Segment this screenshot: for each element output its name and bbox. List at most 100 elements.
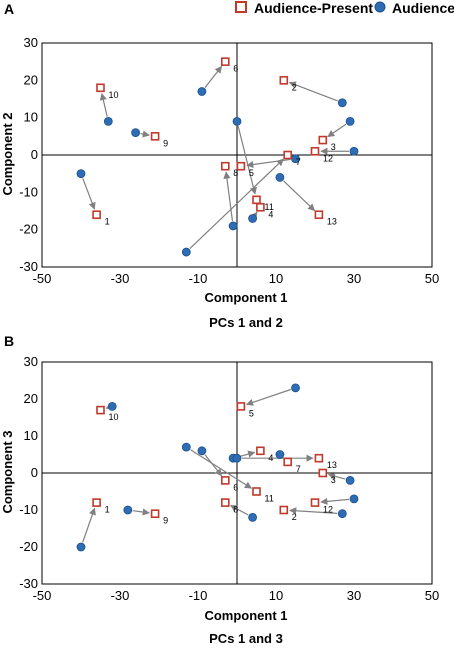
panel-a-present-point-2 (279, 76, 289, 85)
panel-b-present-point-13 (314, 453, 324, 463)
panel-b-point-label-7: 7 (296, 464, 301, 474)
panel-a-absent-point-3 (345, 117, 355, 126)
panel-b-present-point-11 (252, 487, 261, 496)
panel-a-point-label-1: 1 (105, 217, 110, 227)
panel-b-arrow-12 (320, 497, 350, 506)
panel-b-y-tick-label: 0 (31, 465, 38, 480)
panel-a-arrow-3 (327, 123, 347, 138)
panel-a-y-tick-label: 30 (24, 35, 38, 50)
panel-a-point-label-13: 13 (327, 217, 337, 227)
panel-a-y-tick-label: -10 (19, 184, 38, 199)
panel-b-absent-point-12 (349, 494, 359, 504)
legend: Audience-Present Audience-Absent (235, 0, 454, 16)
panel-b-present-point-9 (150, 509, 160, 519)
panel-a-absent-point-13 (275, 172, 285, 182)
panel-b-y-tick-label: 30 (24, 354, 38, 369)
panel-a-absent-point-12 (349, 146, 359, 156)
panel-b-x-tick-label: 30 (347, 588, 361, 603)
panel-b-arrow-6 (204, 454, 223, 477)
panel-a-y-tick-label: 0 (31, 147, 38, 162)
panel-b-present-point-3 (318, 468, 328, 478)
panel-b-present-point-10 (96, 405, 105, 415)
panel-a-point-label-2: 2 (292, 82, 297, 92)
panel-a-absent-point-10 (103, 117, 113, 126)
panel-a-arrow-13 (283, 180, 316, 212)
panel-b-absent-point-9 (123, 505, 133, 515)
panel-a-absent-point-4 (248, 214, 258, 223)
panel-b-absent-point-8 (248, 513, 258, 522)
panel-a-y-tick-label: -30 (19, 259, 38, 274)
panel-b-x-tick-label: -30 (111, 588, 130, 603)
panel-a-y-axis-title: Component 2 (0, 112, 15, 195)
panel-a-arrow-4 (250, 211, 258, 220)
panel-b-plot: -50 -30 -10 10 30 50-30-20-100102030123456789… (19, 354, 439, 603)
panel-b-arrow-11 (190, 449, 253, 489)
panel-a-x-tick-label: -30 (111, 271, 130, 286)
panel-b-arrow-5 (245, 388, 291, 406)
panel-b-absent-point-7 (275, 450, 285, 459)
panel-b-x-tick-label: -10 (189, 588, 208, 603)
panel-b-y-tick-label: -30 (19, 576, 38, 591)
panel-a-x-tick-label: 50 (425, 271, 439, 286)
panel-b-point-label-6: 6 (233, 482, 238, 492)
panel-b-present-point-8 (221, 498, 230, 507)
panel-b-present-point-7 (283, 457, 293, 467)
panel-a-x-tick-label: 10 (269, 271, 283, 286)
panel-a-arrow-5 (246, 158, 291, 169)
panel-b-y-tick-label: 20 (24, 391, 38, 406)
panel-a-present-point-5 (236, 161, 246, 171)
panel-a-arrow-6 (204, 65, 223, 88)
panel-b-x-tick-label: 10 (269, 588, 283, 603)
panel-b-absent-point-6 (197, 446, 207, 456)
panel-a-point-label-7: 7 (296, 157, 301, 167)
panel-a-present-point-12 (310, 146, 320, 156)
panel-b-y-tick-label: -10 (19, 502, 38, 517)
panel-a-absent-point-11 (232, 117, 242, 126)
panel-a-x-tick-label: -50 (33, 271, 52, 286)
panel-b-present-point-6 (221, 476, 230, 485)
panel-a-absent-point-6 (197, 87, 207, 96)
panel-b-present-point-1 (92, 498, 101, 507)
panel-b-present-point-5 (236, 402, 246, 411)
panel-a-y-tick-label: 10 (24, 110, 38, 125)
panel-a-y-tick-label: 20 (24, 72, 38, 87)
panel-a-x-tick-label: 30 (347, 271, 361, 286)
panel-b-point-label-10: 10 (109, 412, 119, 422)
panel-a-absent-point-8 (228, 221, 238, 231)
panel-a-y-tick-label: -20 (19, 222, 38, 237)
panel-a-present-point-4 (256, 202, 265, 212)
panel-a-present-point-9 (150, 132, 160, 141)
panel-b-present-point-12 (310, 498, 320, 507)
panel-b-x-axis-title: Component 1 (204, 608, 287, 623)
panel-a-present-point-6 (221, 57, 230, 66)
panel-b-arrow-9 (132, 508, 150, 516)
panel-a-present-point-13 (314, 210, 324, 220)
panel-b-y-axis-title: Component 3 (0, 430, 15, 513)
panel-b-point-label-2: 2 (292, 512, 297, 522)
panel-a-absent-point-2 (337, 98, 347, 108)
panel-b-arrow-1 (82, 507, 96, 543)
panel-a-x-tick-label: -10 (189, 271, 208, 286)
panel-b-arrow-2 (289, 507, 338, 515)
panel-a-present-point-1 (92, 210, 101, 220)
panel-b-y-tick-label: 10 (24, 428, 38, 443)
panel-a-point-label-9: 9 (163, 138, 168, 148)
panel-b-absent-point-3 (345, 475, 355, 485)
panel-a-point-label-12: 12 (323, 153, 333, 163)
panel-b-arrow-3 (327, 472, 346, 480)
legend-present-marker (235, 1, 247, 13)
panel-a-point-label-6: 6 (233, 64, 238, 74)
panel-a-absent-point-9 (131, 128, 141, 138)
panel-b-absent-point-1 (76, 542, 86, 552)
panel-b-absent-point-2 (337, 509, 347, 519)
panel-label-b: B (4, 333, 14, 349)
panel-a-point-label-8: 8 (233, 168, 238, 178)
panel-a-present-point-11 (252, 195, 261, 205)
panel-b-y-tick-label: -20 (19, 539, 38, 554)
legend-absent-label: Audience-Absent (392, 0, 454, 16)
panel-a-present-point-10 (96, 83, 105, 93)
panel-a-point-label-11: 11 (265, 202, 274, 212)
panel-b-point-label-8: 8 (233, 505, 238, 515)
panel-a-plot: -50 -30 -10 10 30 50-30-20-100102030123456789… (19, 35, 439, 286)
